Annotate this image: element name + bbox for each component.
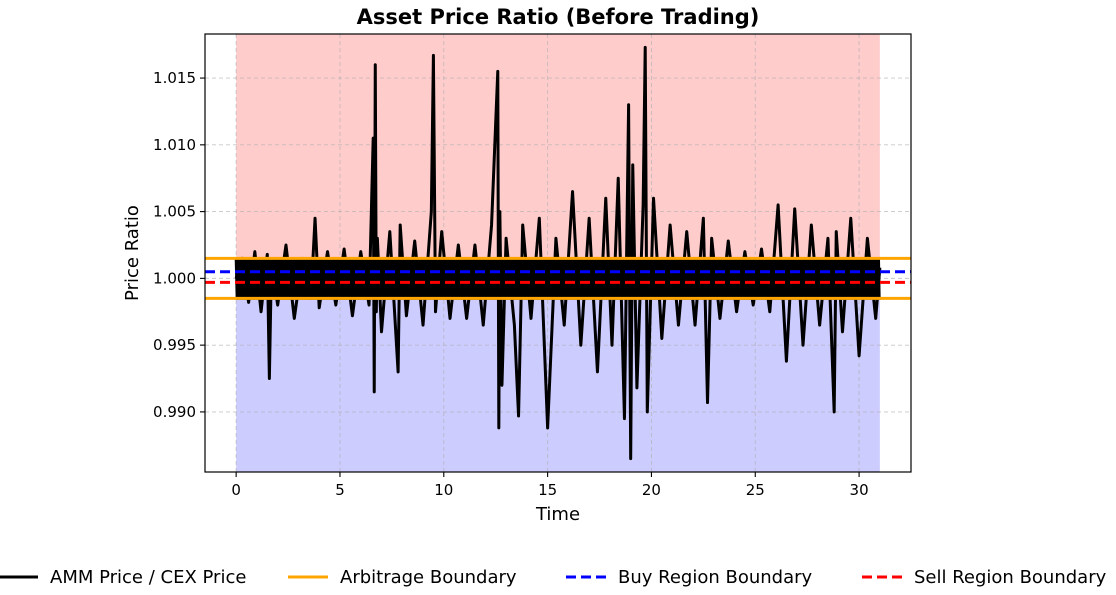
x-tick-label-5: 25 <box>746 481 765 499</box>
legend-label-0: AMM Price / CEX Price <box>50 567 246 588</box>
legend-label-1: Arbitrage Boundary <box>340 567 517 588</box>
x-tick-label-6: 30 <box>850 481 869 499</box>
legend: AMM Price / CEX Price Arbitrage Boundary B… <box>0 567 1107 588</box>
x-axis-label: Time <box>535 504 580 525</box>
plot-area: 0 5 10 15 20 25 30 0.990 0.995 1.000 1.005 1.010 1.0… <box>153 34 911 499</box>
legend-label-3: Sell Region Boundary <box>914 567 1107 588</box>
y-tick-label-4: 1.010 <box>153 136 196 154</box>
x-tick-label-2: 10 <box>434 481 453 499</box>
y-tick-label-2: 1.000 <box>153 269 196 287</box>
series-core-0 <box>236 257 879 300</box>
x-tick-label-3: 15 <box>538 481 557 499</box>
x-tick-label-4: 20 <box>642 481 661 499</box>
y-tick-label-3: 1.005 <box>153 203 196 221</box>
y-tick-label-0: 0.990 <box>153 403 196 421</box>
shaded-region-0 <box>236 34 880 278</box>
legend-label-2: Buy Region Boundary <box>618 567 813 588</box>
y-tick-label-5: 1.015 <box>153 69 196 87</box>
x-tick-label-1: 5 <box>335 481 345 499</box>
x-tick-label-0: 0 <box>231 481 241 499</box>
y-tick-label-1: 0.995 <box>153 336 196 354</box>
chart-title: Asset Price Ratio (Before Trading) <box>357 5 760 29</box>
y-axis-label: Price Ratio <box>122 205 143 301</box>
